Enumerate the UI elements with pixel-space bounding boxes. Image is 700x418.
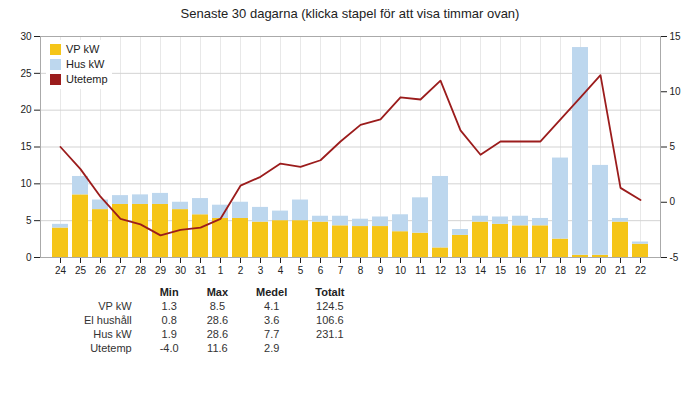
html-text:4.1: 4.1: [264, 300, 280, 312]
html-text:28.6: 28.6: [206, 328, 229, 340]
svg-text:15: 15: [20, 141, 32, 152]
html-text:VP kW: VP kW: [98, 300, 132, 312]
html-text:Utetemp: Utetemp: [66, 73, 108, 85]
svg-text:5: 5: [26, 215, 32, 226]
svg-text:25: 25: [20, 68, 32, 79]
html-text:Min: Min: [159, 286, 179, 298]
html-text:8.5: 8.5: [209, 300, 225, 312]
html-text:-4.0: -4.0: [159, 342, 179, 354]
html-text:VP kW: VP kW: [66, 43, 100, 55]
svg-text:22: 22: [635, 265, 647, 276]
svg-text:10: 10: [670, 86, 682, 97]
svg-text:31: 31: [195, 265, 207, 276]
svg-text:15: 15: [495, 265, 507, 276]
html-text:7.7: 7.7: [264, 328, 280, 340]
svg-text:5: 5: [670, 141, 676, 152]
svg-text:18: 18: [555, 265, 567, 276]
svg-text:13: 13: [455, 265, 467, 276]
svg-text:26: 26: [95, 265, 107, 276]
svg-text:0: 0: [670, 196, 676, 207]
html-text:Utetemp: Utetemp: [90, 342, 132, 354]
html-text:124.5: 124.5: [316, 300, 344, 312]
svg-text:24: 24: [55, 265, 67, 276]
svg-text:30: 30: [20, 31, 32, 42]
svg-text:-5: -5: [670, 252, 679, 263]
html-text:0.8: 0.8: [161, 314, 177, 326]
svg-text:14: 14: [475, 265, 487, 276]
svg-text:1: 1: [218, 265, 224, 276]
svg-text:0: 0: [26, 252, 32, 263]
html-text:Medel: Medel: [256, 286, 288, 298]
svg-text:15: 15: [670, 31, 682, 42]
html-text:Hus kW: Hus kW: [66, 58, 105, 70]
html-text:1.9: 1.9: [161, 328, 177, 340]
svg-text:8: 8: [358, 265, 364, 276]
html-text:El hushåll: El hushåll: [84, 314, 132, 326]
svg-text:20: 20: [20, 104, 32, 115]
html-text:Max: Max: [206, 286, 229, 298]
svg-text:27: 27: [115, 265, 127, 276]
html-text:Totalt: Totalt: [315, 286, 345, 298]
html-text:3.6: 3.6: [264, 314, 280, 326]
svg-text:25: 25: [75, 265, 87, 276]
svg-text:19: 19: [575, 265, 587, 276]
svg-text:29: 29: [155, 265, 167, 276]
svg-text:30: 30: [175, 265, 187, 276]
svg-text:4: 4: [278, 265, 284, 276]
svg-text:20: 20: [595, 265, 607, 276]
svg-text:2: 2: [238, 265, 244, 276]
svg-text:7: 7: [338, 265, 344, 276]
html-text:28.6: 28.6: [206, 314, 229, 326]
svg-text:28: 28: [135, 265, 147, 276]
svg-text:9: 9: [378, 265, 384, 276]
svg-text:10: 10: [20, 178, 32, 189]
html-text:1.3: 1.3: [161, 300, 177, 312]
svg-text:16: 16: [515, 265, 527, 276]
html-text:11.6: 11.6: [207, 342, 228, 354]
svg-text:6: 6: [318, 265, 324, 276]
svg-text:5: 5: [298, 265, 304, 276]
html-text:106.6: 106.6: [316, 314, 344, 326]
svg-text:3: 3: [258, 265, 264, 276]
svg-text:17: 17: [535, 265, 547, 276]
html-text:231.1: 231.1: [316, 328, 344, 340]
svg-text:12: 12: [435, 265, 447, 276]
html-text:2.9: 2.9: [264, 342, 280, 354]
html-text:Senaste 30 dagarna (klicka sta: Senaste 30 dagarna (klicka stapel för at…: [180, 6, 520, 21]
svg-text:10: 10: [395, 265, 407, 276]
svg-text:11: 11: [415, 265, 426, 276]
svg-text:21: 21: [615, 265, 627, 276]
html-text:Hus kW: Hus kW: [93, 328, 132, 340]
